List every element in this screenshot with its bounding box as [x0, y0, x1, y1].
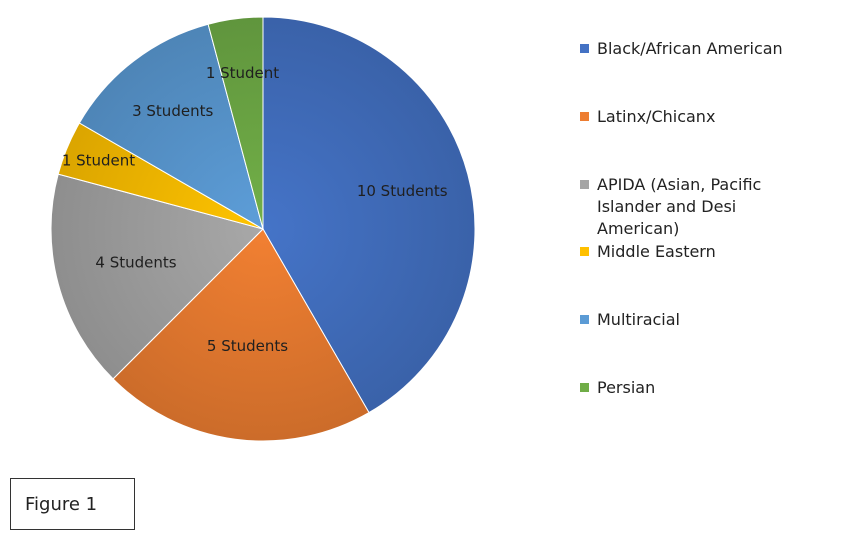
slice-label-black-african-american: 10 Students [357, 182, 448, 200]
slice-label-multiracial: 3 Students [132, 102, 213, 120]
legend-item-multiracial: Multiracial [580, 309, 830, 331]
slice-label-latinx-chicanx: 5 Students [207, 337, 288, 355]
legend-swatch [580, 247, 589, 256]
legend-swatch [580, 315, 589, 324]
figure-label: Figure 1 [25, 493, 98, 515]
pie-slice-black-african-american [262, 16, 476, 414]
legend-label: Black/African American [597, 39, 783, 58]
legend-swatch [580, 383, 589, 392]
legend-item-latinx-chicanx: Latinx/Chicanx [580, 106, 830, 128]
slice-label-persian: 1 Student [206, 64, 279, 82]
legend-item-apida-asian-pacific-islander-and-desi-american: APIDA (Asian, Pacific Islander and Desi … [580, 174, 830, 240]
legend-label: Multiracial [597, 310, 680, 329]
legend-swatch [580, 112, 589, 121]
figure-label-box: Figure 1 [10, 478, 135, 530]
legend-swatch [580, 44, 589, 53]
legend-label: APIDA (Asian, Pacific Islander and Desi … [597, 175, 762, 238]
legend-item-middle-eastern: Middle Eastern [580, 241, 830, 263]
pie-slice-labels: 10 Students 5 Students 4 Students 1 Student… [62, 64, 448, 355]
pie-slices [50, 16, 476, 442]
legend-item-black-african-american: Black/African American [580, 38, 830, 60]
pie-slice-persian [207, 16, 264, 230]
slice-label-apida-asian-pacific-islander-and-desi-american: 4 Students [95, 254, 176, 272]
legend-item-persian: Persian [580, 377, 830, 399]
legend-label: Persian [597, 378, 656, 397]
legend-swatch [580, 180, 589, 189]
pie-slice-latinx-chicanx [112, 228, 370, 442]
legend-label: Middle Eastern [597, 242, 716, 261]
pie-slice-multiracial [78, 23, 264, 231]
pie-slice-apida-asian-pacific-islander-and-desi-american [50, 173, 264, 380]
legend-label: Latinx/Chicanx [597, 107, 716, 126]
slice-label-middle-eastern: 1 Student [62, 151, 135, 169]
